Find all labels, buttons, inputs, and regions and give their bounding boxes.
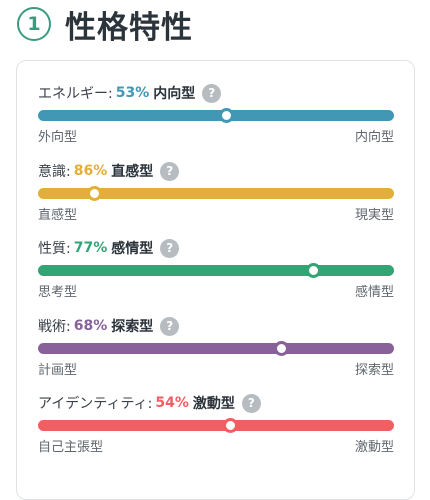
trait-label: 戦術: <box>38 319 71 335</box>
trait-type: 探索型 <box>111 319 154 335</box>
trait-right-pole: 探索型 <box>354 363 394 378</box>
trait-right-pole: 内向型 <box>354 130 394 145</box>
trait-type: 内向型 <box>153 86 196 102</box>
trait-tactics: 戦術: 68% 探索型 ? 計画型 探索型 <box>38 315 394 378</box>
trait-label: 意識: <box>38 164 71 180</box>
trait-type: 激動型 <box>192 396 235 412</box>
help-icon[interactable]: ? <box>160 161 180 181</box>
trait-bar <box>38 108 394 123</box>
trait-left-pole: 外向型 <box>38 130 78 145</box>
trait-left-pole: 直感型 <box>38 208 78 223</box>
help-icon[interactable]: ? <box>160 316 180 336</box>
trait-percent: 86% <box>73 163 108 179</box>
trait-knob <box>219 108 235 123</box>
trait-type: 直感型 <box>111 164 154 180</box>
trait-bar <box>38 418 394 433</box>
trait-percent: 68% <box>73 318 108 334</box>
trait-knob <box>222 418 238 433</box>
section-title: 性格特性 <box>65 9 193 46</box>
section-number-badge: 1 <box>17 7 51 41</box>
section-header: 1 性格特性 <box>17 4 193 46</box>
trait-left-pole: 思考型 <box>38 285 78 300</box>
trait-identity: アイデンティティ: 54% 激動型 ? 自己主張型 激動型 <box>38 392 394 455</box>
trait-percent: 54% <box>155 395 189 411</box>
trait-type: 感情型 <box>111 241 154 257</box>
trait-energy: エネルギー: 53% 内向型 ? 外向型 内向型 <box>38 82 394 145</box>
trait-right-pole: 激動型 <box>354 440 394 455</box>
trait-left-pole: 計画型 <box>38 363 78 378</box>
trait-knob <box>274 341 290 356</box>
trait-knob <box>306 263 322 278</box>
trait-label: アイデンティティ: <box>38 396 153 412</box>
help-icon[interactable]: ? <box>160 238 180 258</box>
trait-percent: 77% <box>73 240 108 256</box>
trait-bar <box>38 186 394 201</box>
help-icon[interactable]: ? <box>241 393 261 413</box>
trait-label: エネルギー: <box>38 86 113 102</box>
trait-label: 性質: <box>38 241 71 257</box>
traits-card: エネルギー: 53% 内向型 ? 外向型 内向型 意識: 86% 直感型 ? 直… <box>16 60 415 500</box>
trait-left-pole: 自己主張型 <box>38 440 104 455</box>
trait-knob <box>87 186 103 201</box>
trait-nature: 性質: 77% 感情型 ? 思考型 感情型 <box>38 237 394 300</box>
trait-right-pole: 感情型 <box>354 285 394 300</box>
trait-mind: 意識: 86% 直感型 ? 直感型 現実型 <box>38 160 394 223</box>
help-icon[interactable]: ? <box>202 83 222 103</box>
trait-bar <box>38 263 394 278</box>
trait-right-pole: 現実型 <box>354 208 394 223</box>
trait-percent: 53% <box>115 85 150 101</box>
trait-bar <box>38 341 394 356</box>
